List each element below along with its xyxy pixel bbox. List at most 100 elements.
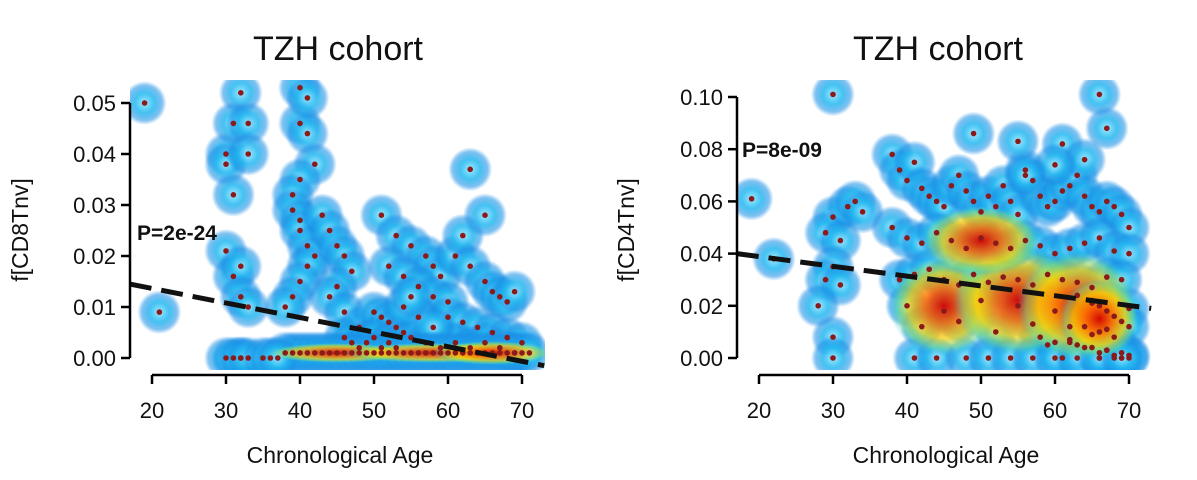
data-point bbox=[933, 355, 940, 361]
data-point bbox=[267, 355, 274, 361]
data-point bbox=[230, 120, 237, 127]
data-point bbox=[1067, 336, 1073, 343]
density-hotspot bbox=[1059, 278, 1140, 359]
data-point bbox=[504, 334, 511, 341]
data-point bbox=[1059, 276, 1066, 283]
data-point bbox=[423, 253, 429, 259]
data-point bbox=[1007, 198, 1014, 205]
data-point bbox=[1111, 334, 1117, 340]
data-point bbox=[408, 334, 414, 341]
x-tick-label: 40 bbox=[895, 398, 919, 423]
data-point bbox=[430, 263, 437, 270]
data-point bbox=[904, 177, 910, 184]
data-point bbox=[312, 350, 318, 356]
data-point bbox=[1067, 323, 1073, 330]
data-point bbox=[489, 288, 496, 295]
data-point bbox=[230, 273, 237, 280]
data-point bbox=[948, 237, 955, 244]
data-point bbox=[223, 355, 229, 361]
data-point bbox=[238, 355, 244, 361]
data-point bbox=[1081, 323, 1088, 330]
data-point bbox=[822, 276, 829, 283]
data-point bbox=[297, 120, 303, 127]
data-point bbox=[437, 273, 444, 280]
data-point bbox=[415, 314, 422, 321]
data-point bbox=[386, 350, 392, 356]
data-point bbox=[1118, 318, 1125, 325]
data-point bbox=[349, 268, 355, 275]
data-point bbox=[1052, 162, 1058, 168]
y-tick-label: 0.04 bbox=[73, 142, 116, 167]
data-point bbox=[978, 297, 984, 304]
data-point bbox=[341, 350, 348, 356]
x-axis: 20 30 40 50 60 70 bbox=[747, 373, 1141, 423]
data-point bbox=[963, 355, 969, 361]
data-point bbox=[970, 130, 977, 137]
data-point bbox=[1081, 240, 1088, 246]
data-point bbox=[312, 161, 318, 167]
data-point bbox=[1074, 342, 1080, 348]
data-point bbox=[970, 198, 977, 205]
data-point bbox=[1074, 355, 1080, 361]
data-point bbox=[437, 350, 444, 356]
data-point bbox=[933, 229, 940, 236]
data-point bbox=[1104, 347, 1110, 353]
data-point bbox=[1118, 276, 1125, 283]
x-tick-label: 70 bbox=[510, 398, 534, 423]
data-point bbox=[1022, 167, 1029, 173]
data-point bbox=[504, 350, 511, 356]
x-tick-label: 20 bbox=[747, 398, 771, 423]
data-point bbox=[467, 263, 474, 270]
data-point bbox=[1126, 224, 1132, 231]
data-point bbox=[326, 227, 333, 234]
data-point bbox=[519, 350, 525, 356]
data-point bbox=[985, 279, 992, 286]
density-blob bbox=[811, 336, 855, 370]
data-point bbox=[378, 314, 385, 321]
data-point bbox=[349, 339, 355, 346]
data-point bbox=[1044, 342, 1051, 348]
x-tick-label: 30 bbox=[214, 398, 238, 423]
data-point bbox=[349, 350, 355, 356]
data-point bbox=[978, 235, 984, 241]
data-point bbox=[970, 271, 977, 278]
data-point bbox=[1089, 331, 1095, 338]
data-point bbox=[467, 345, 474, 351]
data-point bbox=[993, 203, 999, 210]
data-point bbox=[1000, 274, 1006, 280]
y-tick-label: 0.08 bbox=[680, 137, 723, 162]
data-point bbox=[386, 319, 392, 326]
data-point bbox=[1104, 308, 1110, 314]
data-point bbox=[378, 345, 385, 351]
data-point bbox=[452, 253, 459, 259]
data-point bbox=[993, 329, 999, 335]
data-point bbox=[312, 253, 318, 259]
data-point bbox=[1126, 355, 1132, 361]
data-point bbox=[334, 283, 340, 290]
data-point bbox=[474, 324, 481, 331]
data-point bbox=[889, 151, 895, 158]
data-point bbox=[356, 350, 363, 356]
data-point bbox=[304, 95, 311, 101]
data-point bbox=[1074, 279, 1080, 286]
data-point bbox=[1089, 344, 1095, 351]
points-layer bbox=[748, 91, 1132, 361]
data-point bbox=[393, 324, 400, 331]
data-point bbox=[1059, 188, 1066, 194]
data-point bbox=[386, 263, 392, 270]
data-point bbox=[386, 339, 392, 346]
y-tick-label: 0.02 bbox=[73, 244, 116, 269]
data-point bbox=[837, 282, 844, 288]
data-point bbox=[1111, 248, 1117, 254]
data-point bbox=[1104, 198, 1110, 205]
data-point bbox=[371, 309, 377, 315]
data-point bbox=[1067, 182, 1073, 189]
data-point bbox=[896, 167, 903, 173]
p-value-annotation: P=2e-24 bbox=[137, 222, 217, 245]
data-point bbox=[334, 243, 340, 249]
data-point bbox=[1052, 250, 1058, 257]
data-point bbox=[1096, 235, 1103, 241]
data-point bbox=[911, 159, 918, 166]
y-tick-label: 0.00 bbox=[680, 346, 723, 371]
data-point bbox=[919, 185, 925, 192]
